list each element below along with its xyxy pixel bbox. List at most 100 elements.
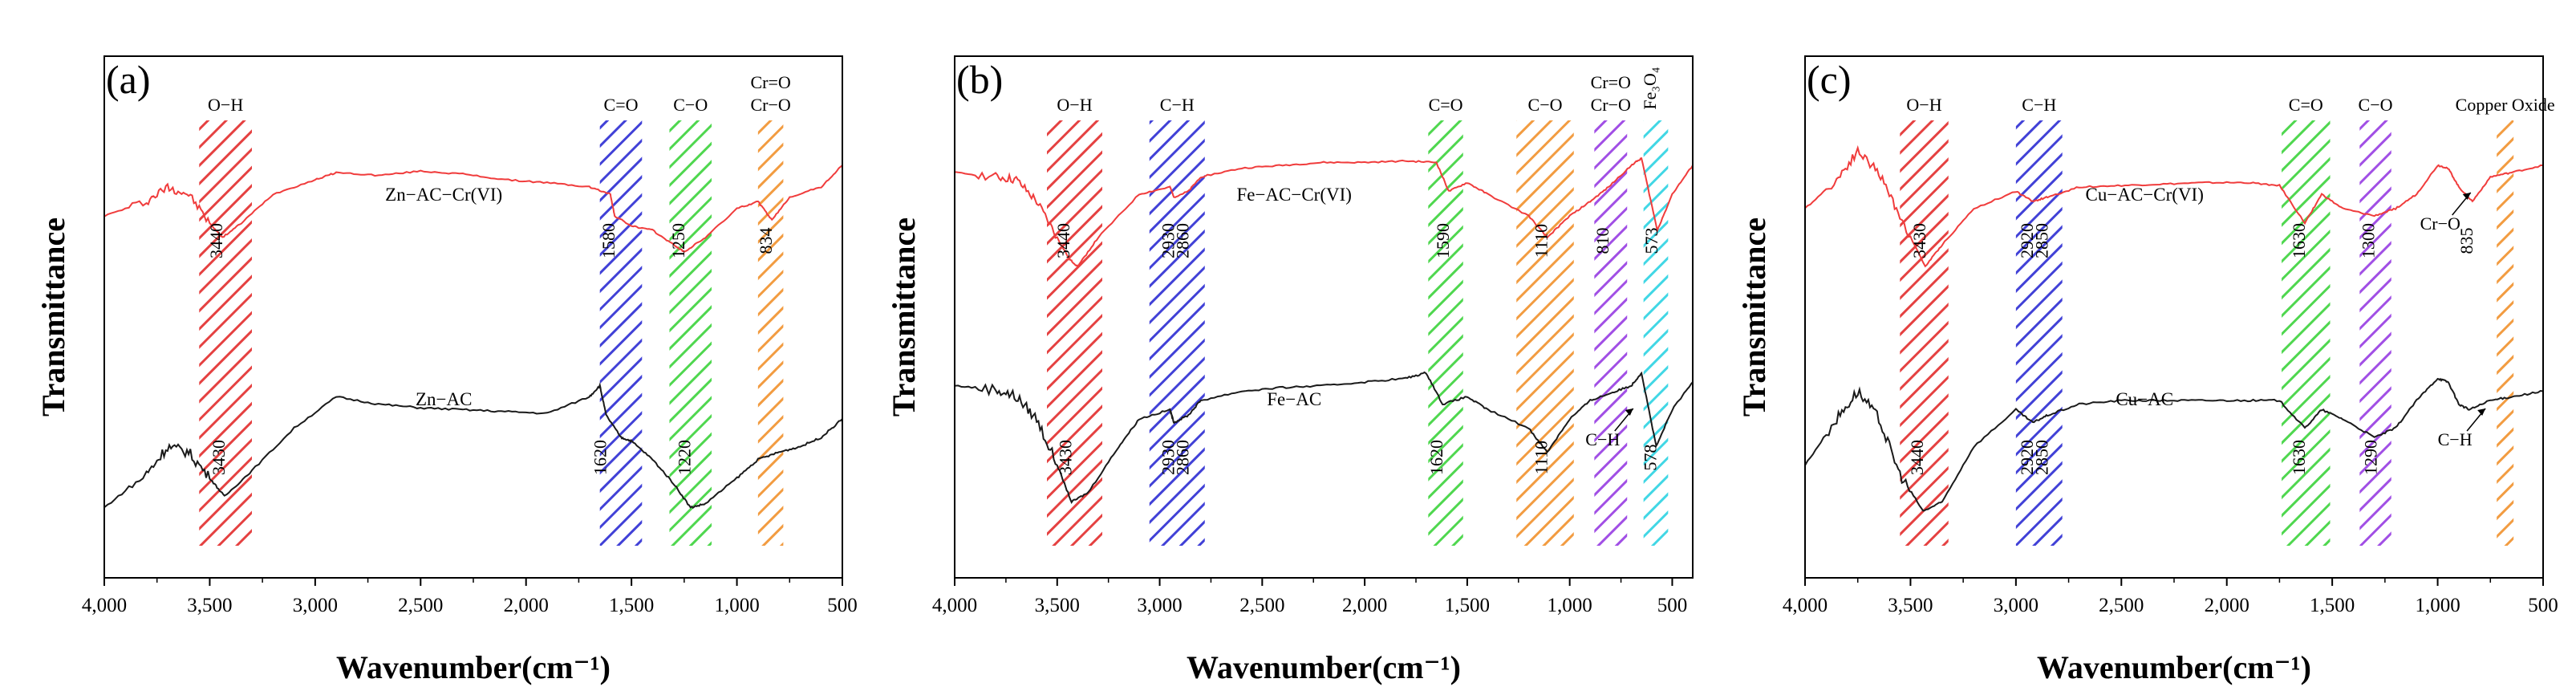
x-tick-label-1-2: 3,000 [293,595,338,616]
annotation-2-0: C−H [1585,429,1620,449]
y-axis-title-3: Transmittance [1736,217,1772,417]
x-tick-label-1-6: 1,000 [714,595,759,616]
band-label-3-3: C−O [2359,95,2393,115]
x-tick-label-2-0: 4,000 [932,595,977,616]
panel-3: O−H C−H C=O C−O Copper Oxide Cu−AC−Cr(VI) Cu−A… [1736,55,2558,685]
peak-label-1-3: 834 [756,228,776,254]
y-axis-title-2: Transmittance [886,217,922,417]
x-tick-label-3-6: 1,000 [2415,595,2460,616]
annotation-arrowhead-3-0 [2462,193,2471,200]
band-label-3-2: C=O [2289,95,2323,115]
band-label2-1-3: Cr=O [750,72,790,92]
peak-label-3-8: 2850 [2031,440,2051,475]
panel-1: O−H C=O C−O Cr=O Cr−O Zn−AC−Cr(VI) Zn−AC 3440 15… [35,55,858,685]
peak-label-1-2: 1250 [668,223,688,258]
band-2-4 [1594,120,1628,546]
peak-label-2-3: 1590 [1433,223,1453,258]
annotation-3-1: C−H [2438,429,2473,449]
annotation-arrowhead-3-1 [2477,408,2486,416]
band-label-1-0: O−H [208,95,243,115]
band-2-5 [1643,120,1669,546]
x-tick-label-2-2: 3,000 [1137,595,1182,616]
peak-label-3-9: 1630 [2289,440,2309,475]
x-tick-label-2-3: 2,500 [1239,595,1284,616]
x-axis-title-3: Wavenumber(cm⁻¹) [2037,649,2311,685]
x-tick-label-1-5: 1,500 [609,595,654,616]
band-2-0 [1047,120,1102,546]
x-tick-label-3-1: 3,500 [1888,595,1933,616]
x-axis-title-1: Wavenumber(cm⁻¹) [336,649,611,685]
panel-2: O−H C−H C=O C−O Cr=O Cr−O Fe₃O₄ Fe−AC−Cr(VI) Fe−… [886,55,1694,685]
peak-label-3-2: 2850 [2031,223,2051,258]
series-label-1-0: Zn−AC−Cr(VI) [385,185,502,205]
band-label-1-1: C=O [604,95,639,115]
band-2-3 [1516,120,1574,546]
series-label-2-1: Fe−AC [1267,389,1321,409]
x-tick-label-1-4: 2,000 [504,595,549,616]
series-label-1-1: Zn−AC [416,389,472,409]
peak-label-2-12: 578 [1641,445,1661,471]
x-tick-label-3-2: 3,000 [1994,595,2038,616]
y-axis-title-1: Transmittance [35,217,71,417]
band-3-2 [2282,120,2331,546]
band-2-1 [1149,120,1205,546]
band-label-3-1: C−H [2022,95,2056,115]
band-3-4 [2497,120,2514,546]
peak-label-1-0: 3440 [206,223,226,258]
x-tick-label-2-7: 500 [1657,595,1688,616]
band-label2-2-4: Cr=O [1591,72,1631,92]
x-axis-title-2: Wavenumber(cm⁻¹) [1187,649,1461,685]
peak-label-3-10: 1290 [2360,440,2380,475]
x-tick-label-3-7: 500 [2528,595,2558,616]
band-label-2-1: C−H [1160,95,1195,115]
panel-label-3: (c) [1807,57,1852,102]
band-label-3-0: O−H [1906,95,1941,115]
band-1-1 [599,120,643,546]
series-1-1 [103,382,843,510]
peak-label-3-3: 1630 [2289,223,2309,258]
band-1-2 [669,120,712,546]
peak-label-2-4: 1110 [1531,224,1552,258]
peak-label-1-4: 3430 [209,440,229,475]
panel-label-2: (b) [956,57,1003,102]
x-tick-label-1-0: 4,000 [82,595,127,616]
peak-label-1-6: 1220 [675,440,695,475]
peak-label-1-5: 1620 [590,440,611,475]
peak-label-3-7: 2920 [2017,440,2037,475]
band-label-3-4: Copper Oxide [2456,95,2555,115]
band-1-0 [199,120,252,546]
peak-label-3-0: 3430 [1909,223,1929,258]
series-1-0 [103,165,843,253]
peak-label-2-5: 810 [1592,228,1613,254]
peak-label-3-4: 1300 [2359,223,2379,258]
peak-label-2-0: 3440 [1053,223,1073,258]
band-3-1 [2015,120,2063,546]
band-2-2 [1428,120,1463,546]
band-label-1-2: C−O [673,95,708,115]
series-label-3-0: Cu−AC−Cr(VI) [2086,185,2204,205]
x-tick-label-2-6: 1,000 [1548,595,1592,616]
x-tick-label-3-0: 4,000 [1783,595,1828,616]
x-tick-label-2-5: 1,500 [1445,595,1490,616]
peak-label-2-6: 573 [1641,228,1661,254]
peak-label-2-10: 1620 [1426,440,1446,475]
x-tick-label-1-7: 500 [827,595,858,616]
peak-label-2-1: 2930 [1158,223,1178,258]
series-2-0 [954,157,1694,269]
band-1-3 [757,120,784,546]
x-tick-label-1-1: 3,500 [187,595,232,616]
x-tick-label-3-3: 2,500 [2099,595,2144,616]
peak-label-3-6: 3440 [1907,440,1927,475]
band-label-2-5: Fe₃O₄ [1640,67,1660,109]
annotation-arrowhead-2-0 [1625,408,1633,416]
peak-label-2-9: 2860 [1172,440,1192,475]
annotation-3-0: Cr−O [2420,213,2460,234]
series-3-1 [1804,377,2544,512]
x-tick-label-3-5: 1,500 [2310,595,2355,616]
x-tick-label-1-3: 2,500 [398,595,443,616]
peak-label-2-8: 2930 [1158,440,1178,475]
peak-label-3-5: 835 [2456,228,2477,254]
peak-label-1-1: 1580 [598,223,619,258]
peak-label-2-7: 3430 [1056,440,1076,475]
